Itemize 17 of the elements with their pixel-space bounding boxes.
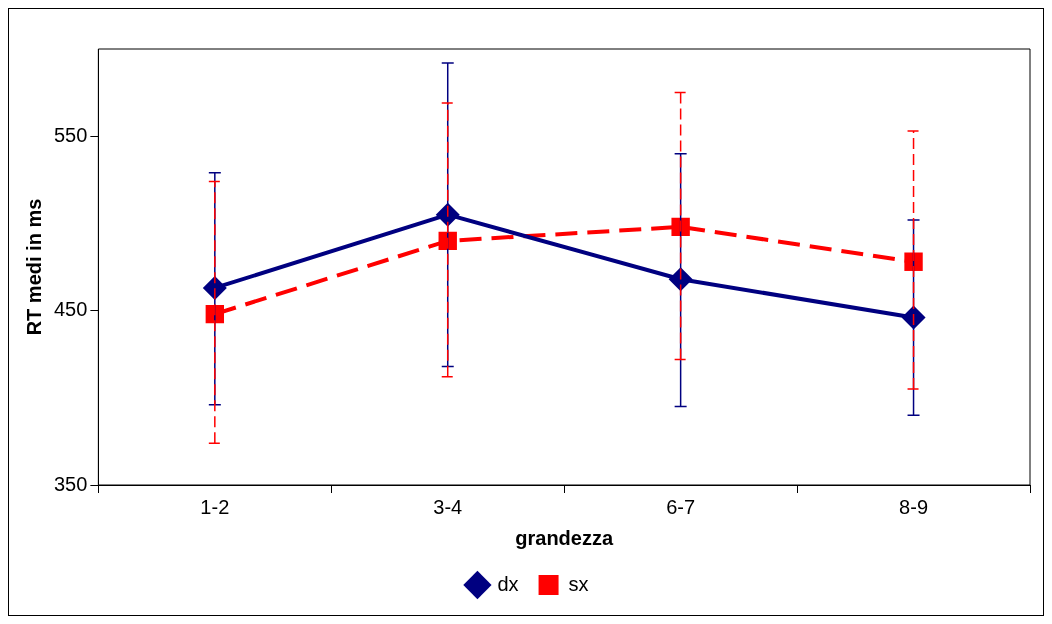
legend-label: dx: [497, 572, 519, 595]
x-tick-label: 8-9: [899, 495, 928, 518]
x-tick-label: 3-4: [433, 495, 463, 518]
y-tick-label: 550: [53, 123, 88, 146]
y-tick-label: 350: [53, 472, 88, 495]
x-tick-label: 1-2: [200, 495, 230, 518]
point: [901, 305, 926, 330]
y-tick-label: 450: [53, 298, 88, 321]
point: [438, 231, 457, 251]
point: [671, 217, 690, 237]
point: [435, 202, 460, 227]
legend-label: sx: [568, 572, 589, 595]
x-tick-label: 6-7: [666, 495, 696, 518]
x-axis-title: grandezza: [515, 526, 614, 549]
point: [668, 267, 693, 292]
point: [904, 252, 923, 271]
y-axis-title: RT medi in ms: [22, 198, 45, 336]
